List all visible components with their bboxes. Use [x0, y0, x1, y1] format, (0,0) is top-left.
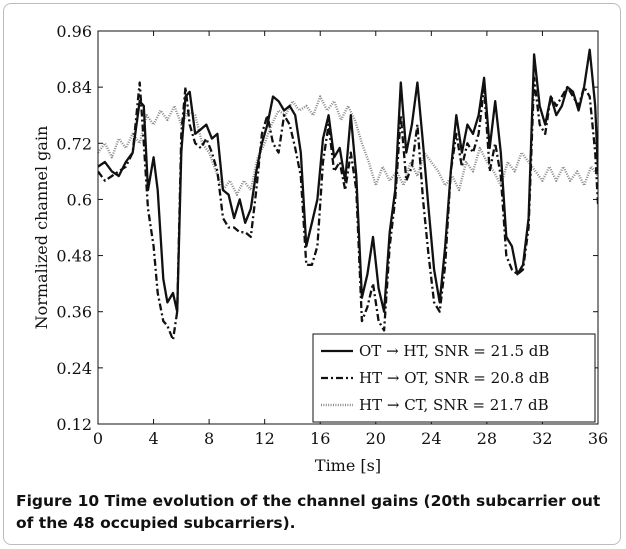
y-axis-label: Normalized channel gain: [32, 126, 51, 330]
x-tick-label: 24: [421, 429, 441, 448]
legend: OT → HT, SNR = 21.5 dB HT → OT, SNR = 20.…: [312, 333, 596, 423]
y-tick-label: 0.6: [67, 190, 92, 209]
x-tick-label: 32: [532, 429, 552, 448]
x-tick-label: 20: [366, 429, 386, 448]
x-tick-label: 0: [93, 429, 103, 448]
axes-frame: [97, 30, 599, 425]
x-axis-label: Time [s]: [315, 456, 381, 475]
x-tick-label: 12: [254, 429, 274, 448]
x-tick-label: 28: [477, 429, 497, 448]
legend-box: [312, 333, 596, 423]
axes-layer: 0 4 8 12 16 20 24 28 32 36 0.12 0.24 0.36 0.48 0.6 0.72…: [56, 22, 608, 448]
y-tick-label: 0.12: [56, 415, 92, 434]
legend-label-1: OT → HT, SNR = 21.5 dB: [359, 342, 549, 360]
x-tick-label: 36: [588, 429, 608, 448]
y-tick-label: 0.24: [56, 359, 92, 378]
y-tick-label: 0.84: [56, 78, 92, 97]
caption-label: Figure 10: [16, 492, 100, 510]
legend-label-3: HT → CT, SNR = 21.7 dB: [359, 396, 549, 414]
caption-text: Time evolution of the channel gains (20t…: [16, 492, 601, 532]
y-tick-label: 0.72: [56, 134, 92, 153]
x-tick-label: 16: [310, 429, 330, 448]
y-tick-label: 0.36: [56, 303, 92, 322]
series-line-3: [98, 95, 598, 196]
x-tick-label: 8: [204, 429, 214, 448]
series-layer: [98, 48, 598, 341]
series-line-1: [98, 48, 598, 313]
figure-caption: Figure 10 Time evolution of the channel …: [16, 490, 612, 534]
y-tick-label: 0.96: [56, 22, 92, 41]
legend-label-2: HT → OT, SNR = 20.8 dB: [359, 369, 549, 387]
x-tick-label: 4: [148, 429, 158, 448]
y-tick-label: 0.48: [56, 247, 92, 266]
